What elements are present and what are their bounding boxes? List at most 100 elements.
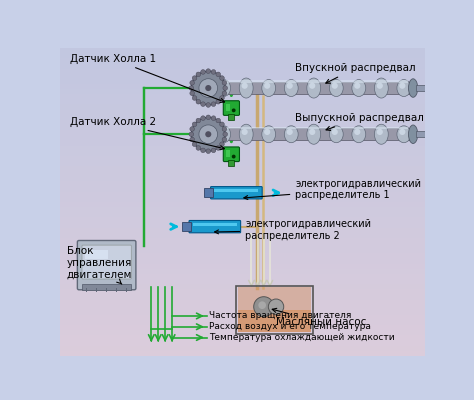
Bar xyxy=(61,238,425,244)
Ellipse shape xyxy=(377,83,383,89)
Bar xyxy=(61,151,425,156)
Ellipse shape xyxy=(332,129,338,135)
Bar xyxy=(61,130,425,136)
Ellipse shape xyxy=(284,126,298,143)
Ellipse shape xyxy=(377,129,383,135)
Ellipse shape xyxy=(354,83,360,89)
Circle shape xyxy=(219,96,224,100)
Bar xyxy=(61,264,425,270)
Text: Температура охлаждающей жидкости: Температура охлаждающей жидкости xyxy=(209,333,395,342)
Ellipse shape xyxy=(217,126,231,143)
Ellipse shape xyxy=(329,126,343,143)
Text: Датчик Холла 2: Датчик Холла 2 xyxy=(70,117,224,150)
Bar xyxy=(61,192,425,198)
Bar xyxy=(61,253,425,259)
Bar xyxy=(61,233,425,239)
Text: Впускной распредвал: Впускной распредвал xyxy=(295,63,416,83)
Bar xyxy=(208,128,411,140)
Circle shape xyxy=(190,127,194,131)
Bar xyxy=(61,58,425,64)
Circle shape xyxy=(206,115,210,120)
Bar xyxy=(61,294,425,300)
Bar xyxy=(61,125,425,131)
Bar xyxy=(237,288,311,311)
Circle shape xyxy=(216,118,220,123)
Circle shape xyxy=(192,96,197,100)
Circle shape xyxy=(206,69,210,74)
Circle shape xyxy=(192,122,197,126)
Circle shape xyxy=(201,102,205,106)
Bar xyxy=(126,288,128,292)
Circle shape xyxy=(222,137,227,142)
Bar xyxy=(223,187,228,198)
Ellipse shape xyxy=(262,126,276,143)
Ellipse shape xyxy=(307,78,321,98)
Circle shape xyxy=(192,142,197,146)
Circle shape xyxy=(192,76,197,80)
Ellipse shape xyxy=(284,80,298,96)
Bar xyxy=(228,160,235,166)
Circle shape xyxy=(268,299,284,314)
Bar xyxy=(237,310,311,332)
Bar xyxy=(61,310,425,316)
FancyBboxPatch shape xyxy=(77,240,136,290)
Circle shape xyxy=(191,71,225,105)
Bar xyxy=(61,166,425,172)
Bar xyxy=(61,269,425,275)
Circle shape xyxy=(189,132,194,136)
Circle shape xyxy=(201,70,205,74)
Bar xyxy=(61,284,425,290)
Circle shape xyxy=(206,103,210,107)
Ellipse shape xyxy=(409,79,418,97)
Bar xyxy=(61,171,425,177)
Ellipse shape xyxy=(329,80,343,96)
Bar xyxy=(61,68,425,74)
Ellipse shape xyxy=(287,129,293,135)
Ellipse shape xyxy=(309,83,315,89)
FancyBboxPatch shape xyxy=(223,147,239,162)
Bar xyxy=(61,228,425,234)
Bar xyxy=(61,99,425,105)
Circle shape xyxy=(216,72,220,77)
Bar xyxy=(82,284,131,290)
Bar xyxy=(204,188,213,197)
Bar xyxy=(246,187,250,198)
Circle shape xyxy=(205,131,211,137)
Circle shape xyxy=(191,117,225,151)
Ellipse shape xyxy=(332,83,338,89)
Bar xyxy=(224,221,228,232)
Circle shape xyxy=(190,137,194,142)
Bar xyxy=(61,63,425,69)
Circle shape xyxy=(189,86,194,90)
Bar xyxy=(61,110,425,116)
Bar xyxy=(193,223,237,226)
Bar xyxy=(61,248,425,254)
Circle shape xyxy=(205,85,211,91)
Text: Блок
управления
двигателем: Блок управления двигателем xyxy=(66,246,132,284)
Bar xyxy=(61,182,425,187)
Bar xyxy=(215,187,220,198)
Bar xyxy=(209,221,213,232)
Circle shape xyxy=(199,125,218,144)
Bar xyxy=(226,104,230,111)
Ellipse shape xyxy=(399,129,405,135)
Text: Датчик Холла 1: Датчик Холла 1 xyxy=(70,54,225,102)
Text: Расход воздух и его температура: Расход воздух и его температура xyxy=(209,322,371,331)
Bar xyxy=(61,84,425,90)
Bar xyxy=(61,156,425,162)
Bar xyxy=(61,146,425,152)
Ellipse shape xyxy=(352,126,366,143)
Circle shape xyxy=(222,80,227,85)
Circle shape xyxy=(219,76,224,80)
Bar xyxy=(96,288,97,292)
Ellipse shape xyxy=(239,124,253,144)
Bar xyxy=(216,221,221,232)
Bar xyxy=(61,279,425,285)
Bar xyxy=(226,150,230,157)
Bar xyxy=(61,207,425,213)
Bar xyxy=(61,325,425,331)
Ellipse shape xyxy=(219,83,225,89)
FancyBboxPatch shape xyxy=(189,220,241,233)
Circle shape xyxy=(211,148,216,153)
Bar xyxy=(61,341,425,346)
